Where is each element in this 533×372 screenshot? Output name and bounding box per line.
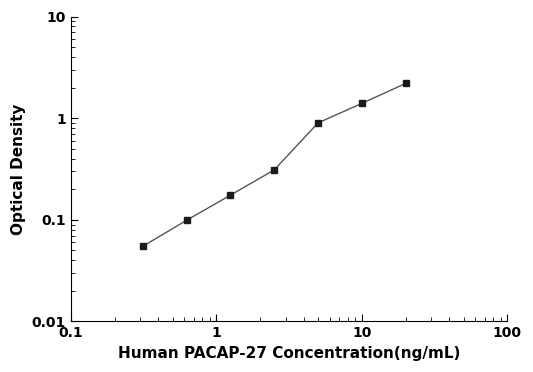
X-axis label: Human PACAP-27 Concentration(ng/mL): Human PACAP-27 Concentration(ng/mL) <box>118 346 461 361</box>
Y-axis label: Optical Density: Optical Density <box>11 103 26 235</box>
